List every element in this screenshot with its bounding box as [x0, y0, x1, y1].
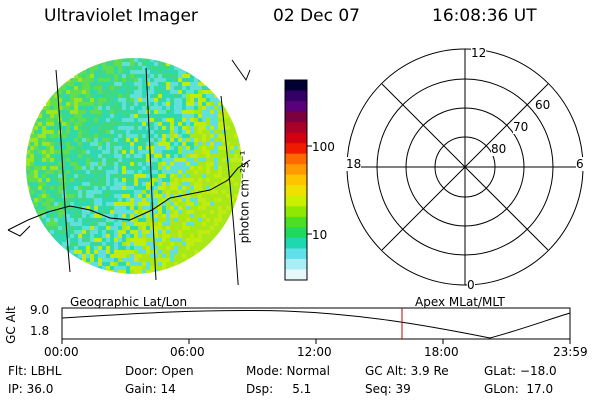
x-tick-0600: 06:00 — [170, 345, 205, 359]
apex-title: Apex MLat/MLT — [415, 295, 505, 309]
lat-label-70: 70 — [513, 120, 529, 134]
gc-alt-status: GC Alt: 3.9 Re — [365, 364, 449, 378]
seq-status: Seq: 39 — [365, 382, 411, 396]
mlt-label-6: 6 — [576, 157, 584, 171]
colorbar — [284, 79, 312, 281]
lat-label-60: 60 — [535, 98, 551, 112]
x-tick-2359: 23:59 — [553, 345, 588, 359]
time-label: 16:08:36 UT — [432, 6, 537, 26]
colorbar-tick-10: 10 — [312, 228, 328, 242]
globe-image — [7, 58, 251, 285]
y-tick-9: 9.0 — [30, 303, 50, 317]
altitude-timeline — [61, 307, 571, 344]
geographic-title: Geographic Lat/Lon — [70, 295, 188, 309]
date-label: 02 Dec 07 — [273, 6, 360, 26]
geographic-grid-lines — [7, 59, 251, 285]
uv-intensity-disk — [26, 58, 242, 274]
gc-alt-axis-label: GC Alt — [3, 306, 18, 344]
mlt-label-0: 0 — [467, 278, 475, 292]
mode-status: Mode: Normal — [246, 364, 330, 378]
ip-status: IP: 36.0 — [8, 382, 54, 396]
x-tick-0000: 00:00 — [44, 345, 79, 359]
flt-status: Flt: LBHL — [8, 364, 62, 378]
y-tick-1-8: 1.8 — [30, 324, 50, 338]
door-status: Door: Open — [125, 364, 194, 378]
instrument-title: Ultraviolet Imager — [44, 6, 198, 26]
glon-status: GLon: 17.0 — [484, 382, 554, 396]
dsp-status: Dsp: 5.1 — [246, 382, 312, 396]
x-tick-1800: 18:00 — [424, 345, 459, 359]
glat-status: GLat: −18.0 — [484, 364, 557, 378]
lat-label-80: 80 — [491, 142, 507, 156]
polar-plot — [346, 48, 584, 286]
mlt-label-18: 18 — [346, 157, 362, 171]
colorbar-gradient — [285, 80, 307, 281]
colorbar-tick-100: 100 — [312, 140, 335, 154]
x-tick-1200: 12:00 — [297, 345, 332, 359]
mlt-label-12: 12 — [471, 46, 487, 60]
gain-status: Gain: 14 — [125, 382, 176, 396]
colorbar-unit-label: photon cm⁻²s⁻¹ — [237, 150, 252, 244]
